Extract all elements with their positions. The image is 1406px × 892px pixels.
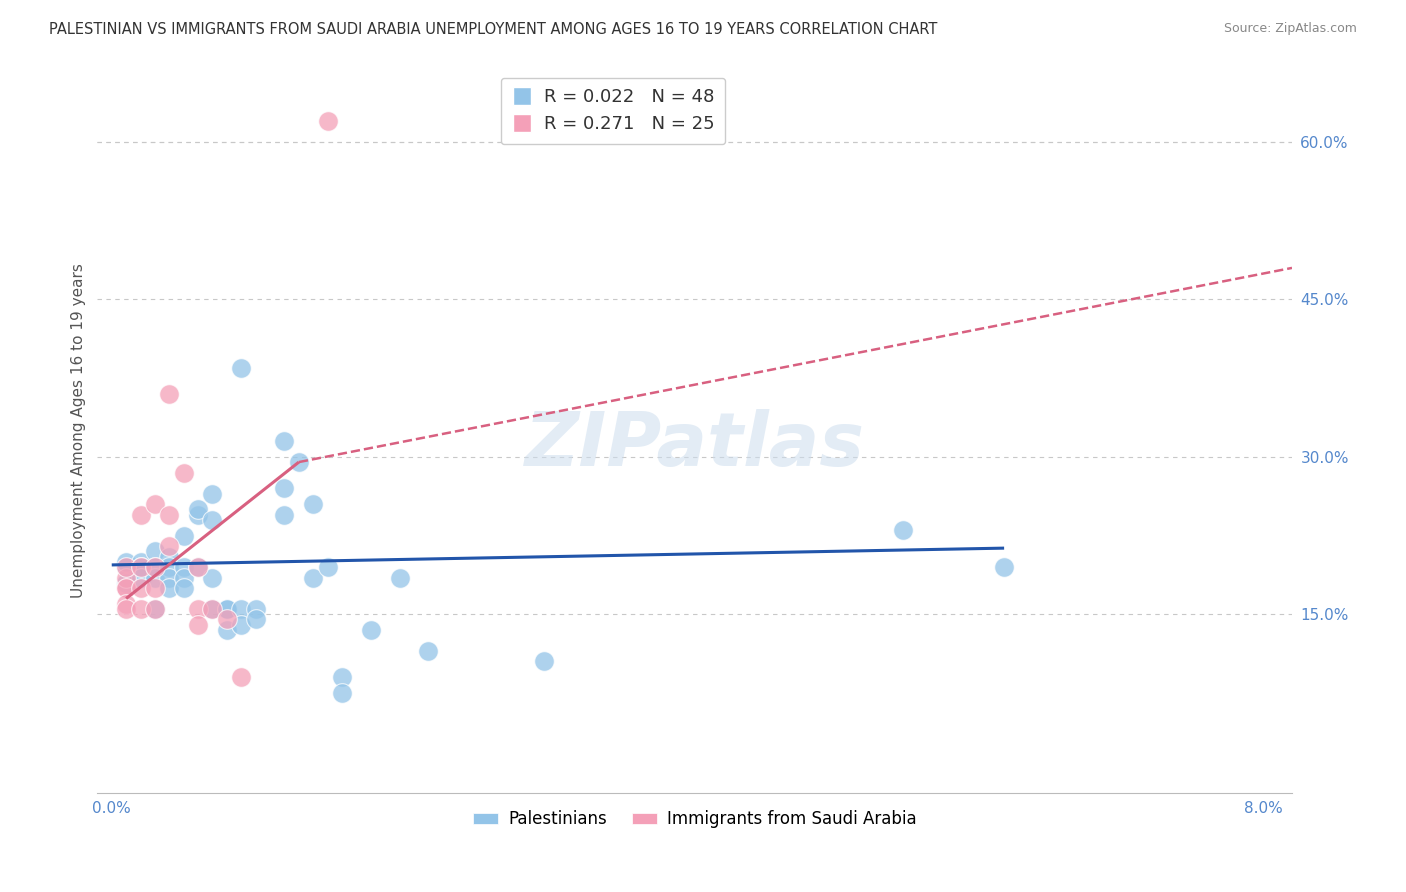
Point xyxy=(201,602,224,616)
Text: Source: ZipAtlas.com: Source: ZipAtlas.com xyxy=(1223,22,1357,36)
Point xyxy=(533,655,555,669)
Point xyxy=(245,602,267,616)
Point xyxy=(245,612,267,626)
Point xyxy=(157,387,180,401)
Point xyxy=(115,575,138,590)
Point xyxy=(129,508,152,522)
Point xyxy=(173,560,195,574)
Point xyxy=(173,570,195,584)
Point xyxy=(273,508,295,522)
Point xyxy=(173,528,195,542)
Point xyxy=(330,670,353,684)
Point xyxy=(115,560,138,574)
Point xyxy=(129,555,152,569)
Legend: Palestinians, Immigrants from Saudi Arabia: Palestinians, Immigrants from Saudi Arab… xyxy=(467,804,922,835)
Point xyxy=(115,581,138,595)
Point xyxy=(143,560,166,574)
Text: ZIPatlas: ZIPatlas xyxy=(524,409,865,482)
Point xyxy=(316,114,339,128)
Point xyxy=(129,560,152,574)
Point xyxy=(129,560,152,574)
Point xyxy=(215,602,238,616)
Point xyxy=(115,570,138,584)
Text: PALESTINIAN VS IMMIGRANTS FROM SAUDI ARABIA UNEMPLOYMENT AMONG AGES 16 TO 19 YEA: PALESTINIAN VS IMMIGRANTS FROM SAUDI ARA… xyxy=(49,22,938,37)
Y-axis label: Unemployment Among Ages 16 to 19 years: Unemployment Among Ages 16 to 19 years xyxy=(72,263,86,598)
Point xyxy=(143,602,166,616)
Point xyxy=(157,560,180,574)
Point xyxy=(187,560,209,574)
Point xyxy=(129,570,152,584)
Point xyxy=(302,497,325,511)
Point xyxy=(273,481,295,495)
Point xyxy=(273,434,295,448)
Point xyxy=(157,508,180,522)
Point xyxy=(231,617,253,632)
Point xyxy=(360,623,382,637)
Point xyxy=(129,581,152,595)
Point xyxy=(231,360,253,375)
Point xyxy=(187,560,209,574)
Point xyxy=(115,555,138,569)
Point xyxy=(143,560,166,574)
Point xyxy=(893,523,915,537)
Point xyxy=(143,497,166,511)
Point xyxy=(215,612,238,626)
Point xyxy=(231,670,253,684)
Point xyxy=(201,602,224,616)
Point xyxy=(115,602,138,616)
Point xyxy=(157,581,180,595)
Point xyxy=(143,602,166,616)
Point xyxy=(187,617,209,632)
Point xyxy=(157,549,180,564)
Point xyxy=(215,623,238,637)
Point xyxy=(187,502,209,516)
Point xyxy=(173,466,195,480)
Point xyxy=(288,455,311,469)
Point xyxy=(302,570,325,584)
Point xyxy=(143,570,166,584)
Point xyxy=(418,644,440,658)
Point xyxy=(129,602,152,616)
Point xyxy=(215,602,238,616)
Point xyxy=(388,570,411,584)
Point xyxy=(993,560,1015,574)
Point xyxy=(330,686,353,700)
Point xyxy=(201,513,224,527)
Point xyxy=(157,570,180,584)
Point xyxy=(143,544,166,558)
Point xyxy=(115,581,138,595)
Point xyxy=(173,581,195,595)
Point xyxy=(201,486,224,500)
Point xyxy=(157,539,180,553)
Point xyxy=(231,602,253,616)
Point xyxy=(201,570,224,584)
Point xyxy=(143,581,166,595)
Point xyxy=(115,560,138,574)
Point xyxy=(316,560,339,574)
Point xyxy=(187,602,209,616)
Point xyxy=(187,508,209,522)
Point xyxy=(115,597,138,611)
